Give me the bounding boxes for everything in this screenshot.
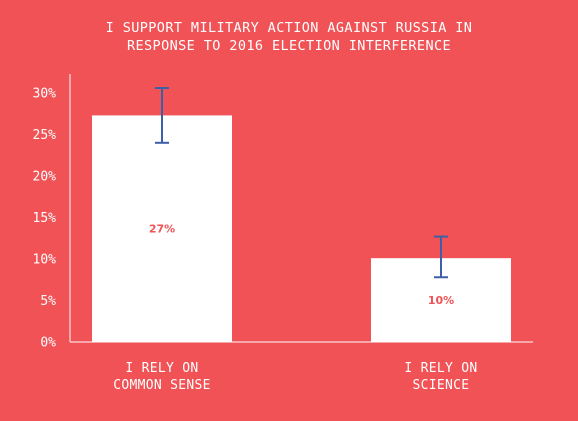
data-labels: 27% 10%	[149, 223, 454, 307]
category-label: COMMON SENSE	[113, 378, 211, 393]
error-bars	[155, 87, 448, 279]
chart-title-line-2: RESPONSE TO 2016 ELECTION INTERFERENCE	[126, 38, 452, 54]
category-label: I RELY ON	[125, 361, 198, 376]
category-label: SCIENCE	[413, 378, 470, 393]
bars	[92, 115, 511, 342]
y-tick-label: 20%	[33, 170, 57, 185]
error-bar	[155, 87, 169, 144]
y-tick-label: 0%	[40, 336, 56, 351]
y-tick-label: 30%	[33, 87, 57, 102]
error-bar	[434, 235, 448, 279]
category-labels: I RELY ON COMMON SENSE I RELY ON SCIENCE	[113, 361, 477, 393]
y-tick-label: 10%	[33, 253, 57, 268]
category-label: I RELY ON	[404, 361, 477, 376]
bar	[92, 115, 232, 342]
chart-title: I SUPPORT MILITARY ACTION AGAINST RUSSIA…	[0, 19, 578, 55]
data-label: 27%	[149, 223, 175, 236]
data-label: 10%	[428, 294, 454, 307]
y-tick-label: 25%	[33, 128, 57, 143]
y-axis: 0% 5% 10% 15% 20% 25% 30%	[33, 87, 57, 351]
chart-title-line-1: I SUPPORT MILITARY ACTION AGAINST RUSSIA…	[105, 20, 473, 36]
y-tick-label: 15%	[33, 211, 57, 226]
y-tick-label: 5%	[40, 294, 56, 309]
